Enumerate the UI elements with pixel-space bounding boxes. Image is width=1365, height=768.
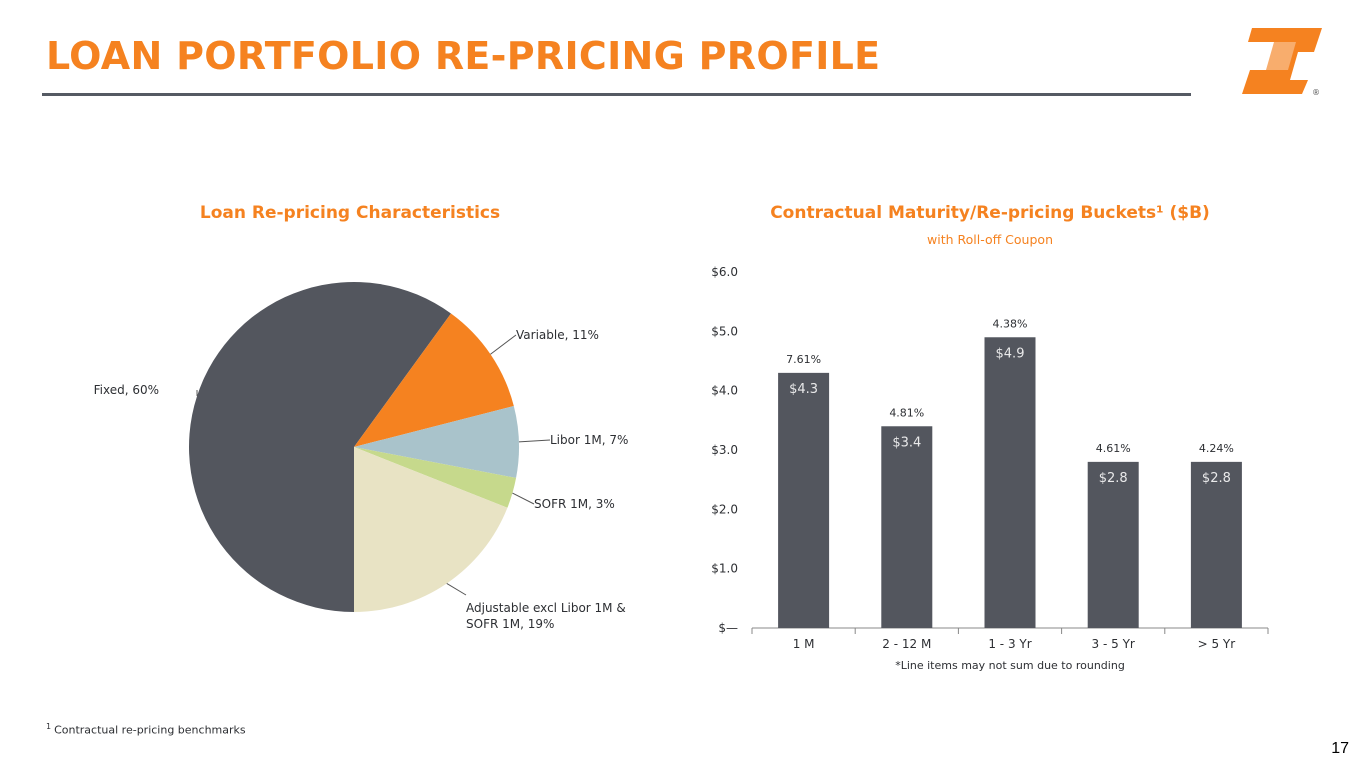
footnote-text: Contractual re-pricing benchmarks	[54, 723, 246, 737]
y-tick-label: $—	[718, 621, 738, 635]
page-title: LOAN PORTFOLIO RE-PRICING PROFILE	[46, 34, 881, 78]
pie-slice-label: Fixed, 60%	[94, 383, 159, 397]
bar-chart-subtitle: with Roll-off Coupon	[927, 232, 1053, 247]
x-tick-label: 1 - 3 Yr	[988, 637, 1031, 651]
coupon-label: 4.61%	[1096, 442, 1131, 455]
y-tick-label: $2.0	[711, 502, 738, 516]
y-tick-label: $3.0	[711, 443, 738, 457]
pie-leader-line	[512, 492, 535, 505]
x-tick-label: 1 M	[793, 637, 815, 651]
pie-chart: Fixed, 60% Variable, 11% Libor 1M, 7% SOFR …	[94, 282, 628, 631]
pie-slice	[188, 282, 451, 612]
bar-value-label: $2.8	[1099, 471, 1128, 486]
pie-slice	[354, 447, 517, 508]
bar-value-label: $4.9	[996, 346, 1025, 361]
bar	[881, 426, 933, 628]
coupon-label: 4.24%	[1199, 442, 1234, 455]
bar-value-label: $2.8	[1202, 471, 1231, 486]
pie-slice-label: Adjustable excl Libor 1M & SOFR 1M, 19%	[466, 601, 626, 631]
x-tick-label: 3 - 5 Yr	[1092, 637, 1135, 651]
company-logo-icon: ®	[1242, 28, 1322, 97]
pie-slice-label: Libor 1M, 7%	[550, 433, 628, 447]
pie-chart-title: Loan Re-pricing Characteristics	[199, 203, 501, 223]
pie-slice	[354, 447, 508, 612]
bar	[778, 372, 830, 628]
title-divider	[42, 93, 1191, 96]
bar	[1190, 461, 1242, 628]
registered-mark: ®	[1312, 88, 1320, 97]
coupon-label: 4.38%	[993, 317, 1028, 330]
rounding-note: *Line items may not sum due to rounding	[895, 659, 1125, 672]
pie-slice	[354, 405, 519, 478]
y-tick-label: $6.0	[711, 265, 738, 279]
x-tick-label: > 5 Yr	[1198, 637, 1236, 651]
bar	[984, 337, 1036, 628]
pie-leader-line	[490, 334, 517, 355]
x-tick-label: 2 - 12 M	[882, 637, 931, 651]
coupon-label: 7.61%	[786, 353, 821, 366]
bar-value-label: $3.4	[892, 435, 921, 450]
bar-chart: $— $1.0 $2.0 $3.0 $4.0 $5.0 $6.0 $4.3 7.61% 1 M $3…	[711, 265, 1269, 672]
pie-leader-line	[518, 439, 551, 443]
y-tick-label: $5.0	[711, 324, 738, 338]
bar-value-label: $4.3	[789, 382, 818, 397]
pie-slice-label: Variable, 11%	[516, 328, 599, 342]
pie-slice	[354, 313, 514, 447]
footnote: 1 Contractual re-pricing benchmarks	[46, 722, 246, 737]
bar-chart-title: Contractual Maturity/Re-pricing Buckets¹…	[770, 203, 1210, 223]
y-tick-label: $4.0	[711, 384, 738, 398]
footnote-marker: 1	[46, 722, 52, 731]
page-number: 17	[1331, 740, 1349, 757]
y-tick-label: $1.0	[711, 562, 738, 576]
bar	[1087, 461, 1139, 628]
coupon-label: 4.81%	[889, 406, 924, 419]
pie-slice-label: SOFR 1M, 3%	[534, 497, 615, 511]
pie-leader-line	[446, 583, 467, 596]
